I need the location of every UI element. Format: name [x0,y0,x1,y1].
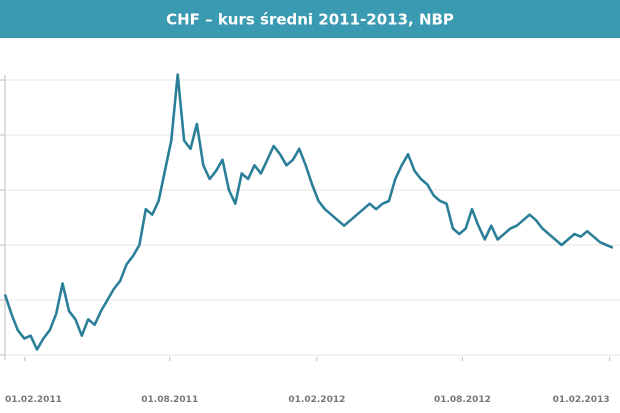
line-series [3,73,614,351]
x-tick-label: 01.02.2012 [288,395,345,405]
chart-title: CHF – kurs średni 2011-2013, NBP [166,11,454,29]
x-tick-label: 01.02.2011 [5,395,62,405]
title-bar [0,0,620,38]
x-tick-label: 01.08.2012 [434,395,491,405]
x-tick-label: 01.02.2013 [553,395,610,405]
x-tick-label: 01.08.2011 [141,395,198,405]
